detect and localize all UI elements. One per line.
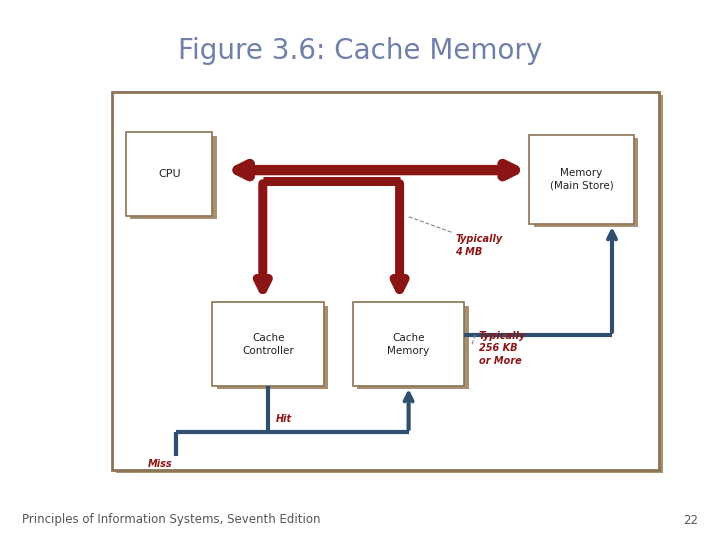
Text: 22: 22 xyxy=(683,514,698,526)
FancyBboxPatch shape xyxy=(534,138,638,227)
FancyBboxPatch shape xyxy=(126,132,212,216)
FancyBboxPatch shape xyxy=(212,302,324,386)
Text: Typically
4 MB: Typically 4 MB xyxy=(455,234,503,257)
Text: Principles of Information Systems, Seventh Edition: Principles of Information Systems, Seven… xyxy=(22,514,320,526)
FancyBboxPatch shape xyxy=(357,306,469,389)
Text: Typically
256 KB
or More: Typically 256 KB or More xyxy=(479,331,526,366)
Text: Figure 3.6: Cache Memory: Figure 3.6: Cache Memory xyxy=(178,37,542,65)
Text: Cache
Memory: Cache Memory xyxy=(387,333,430,356)
Text: CPU: CPU xyxy=(158,169,181,179)
FancyBboxPatch shape xyxy=(529,135,634,224)
FancyBboxPatch shape xyxy=(112,92,659,470)
Text: Miss: Miss xyxy=(148,459,173,469)
Text: Cache
Controller: Cache Controller xyxy=(243,333,294,356)
FancyBboxPatch shape xyxy=(130,136,217,219)
Text: Hit: Hit xyxy=(275,414,292,424)
FancyBboxPatch shape xyxy=(116,95,663,473)
FancyBboxPatch shape xyxy=(353,302,464,386)
FancyBboxPatch shape xyxy=(217,306,328,389)
Text: Memory
(Main Store): Memory (Main Store) xyxy=(549,168,613,191)
